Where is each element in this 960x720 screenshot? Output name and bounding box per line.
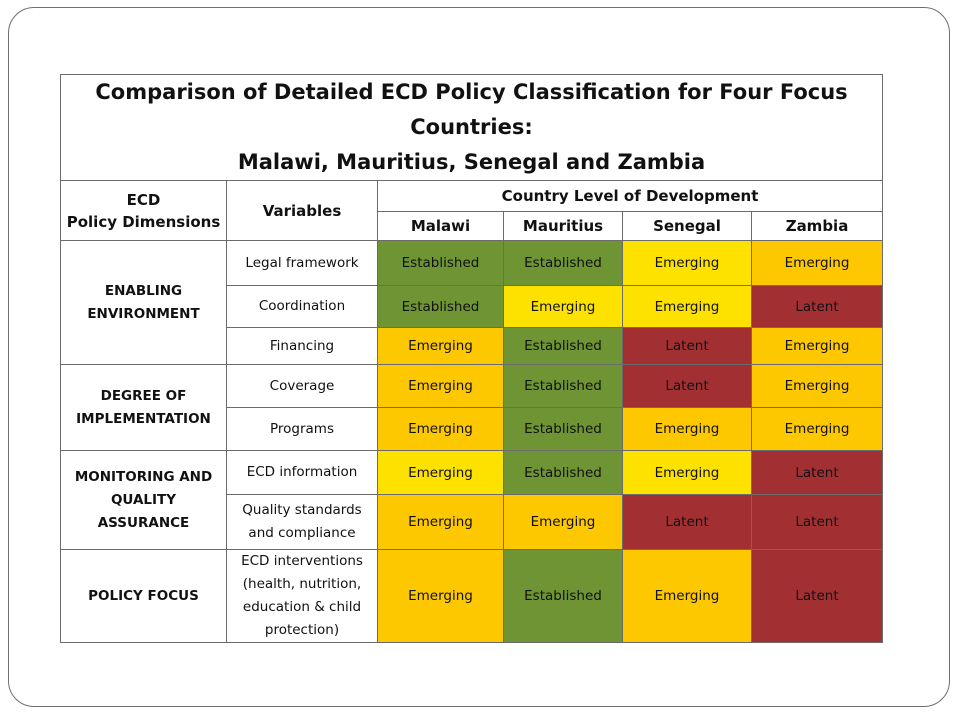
header-dim-line-2: Policy Dimensions <box>66 212 221 231</box>
status-cell: Emerging <box>503 285 623 328</box>
status-cell: Emerging <box>377 494 504 550</box>
status-cell: Emerging <box>503 494 623 550</box>
dimension-line-1: ENABLING <box>104 282 183 299</box>
dimension-line-2: IMPLEMENTATION <box>76 410 211 427</box>
dimension-line-2: QUALITY ASSURANCE <box>97 491 190 531</box>
ecd-policy-table: Comparison of Detailed ECD Policy Classi… <box>59 74 884 643</box>
status-cell: Established <box>503 549 623 643</box>
dimension-monitoring-quality-assurance: MONITORING AND QUALITY ASSURANCE <box>60 450 227 550</box>
header-country-mauritius: Mauritius <box>503 211 623 241</box>
variable-label: ECD information <box>246 464 358 480</box>
dimension-line-1: MONITORING AND <box>74 468 213 485</box>
header-country-zambia: Zambia <box>750 211 884 241</box>
dimension-line-2: ENVIRONMENT <box>87 305 200 322</box>
status-cell: Latent <box>750 450 884 495</box>
status-cell: Emerging <box>622 407 752 451</box>
status-cell: Established <box>503 450 623 495</box>
status-cell: Emerging <box>622 285 752 328</box>
dimension-enabling-environment: ENABLING ENVIRONMENT <box>60 240 227 365</box>
header-dim-line-1: ECD <box>126 190 161 209</box>
status-cell: Established <box>503 364 623 408</box>
status-cell: Emerging <box>750 240 884 286</box>
status-cell: Emerging <box>377 450 504 495</box>
table-title: Comparison of Detailed ECD Policy Classi… <box>59 74 884 181</box>
variable-coordination: Coordination <box>226 285 378 328</box>
status-cell: Established <box>503 327 623 365</box>
status-cell: Emerging <box>622 549 752 643</box>
dimension-line-1: DEGREE OF <box>100 387 187 404</box>
variable-label-line-1: Quality standards <box>242 502 362 518</box>
status-cell: Emerging <box>377 549 504 643</box>
variable-legal-framework: Legal framework <box>226 240 378 286</box>
variable-label-line-3: education & child <box>242 599 362 615</box>
variable-label-line-1: ECD interventions <box>241 553 363 569</box>
status-cell: Emerging <box>750 364 884 408</box>
title-line-2: Malawi, Mauritius, Senegal and Zambia <box>237 150 706 174</box>
status-cell: Latent <box>750 494 884 550</box>
variable-label-line-4: protection) <box>264 622 340 638</box>
variable-ecd-interventions: ECD interventions (health, nutrition, ed… <box>226 549 378 643</box>
header-country-senegal: Senegal <box>622 211 752 241</box>
status-cell: Emerging <box>750 407 884 451</box>
variable-label-line-2: (health, nutrition, <box>242 576 362 592</box>
status-cell: Latent <box>750 285 884 328</box>
header-country-malawi: Malawi <box>377 211 504 241</box>
variable-ecd-information: ECD information <box>226 450 378 495</box>
variable-label-line-2: and compliance <box>248 525 356 541</box>
header-policy-dimensions: ECD Policy Dimensions <box>60 180 227 241</box>
status-cell: Emerging <box>377 407 504 451</box>
status-cell: Latent <box>622 364 752 408</box>
status-cell: Emerging <box>622 450 752 495</box>
variable-programs: Programs <box>226 407 378 451</box>
variable-label: Coverage <box>269 377 335 394</box>
variable-label: Legal framework <box>245 254 359 271</box>
status-cell: Emerging <box>622 240 752 286</box>
variable-label: Financing <box>269 337 335 354</box>
header-country-level: Country Level of Development <box>376 180 884 212</box>
status-cell: Latent <box>622 494 752 550</box>
status-cell: Established <box>377 285 504 328</box>
status-cell: Established <box>503 407 623 451</box>
variable-coverage: Coverage <box>226 364 378 408</box>
status-cell: Established <box>377 240 504 286</box>
status-cell: Latent <box>750 549 884 643</box>
title-line-1: Comparison of Detailed ECD Policy Classi… <box>95 80 848 139</box>
dimension-degree-of-implementation: DEGREE OF IMPLEMENTATION <box>60 364 227 451</box>
status-cell: Emerging <box>750 327 884 365</box>
variable-quality-standards: Quality standards and compliance <box>226 494 378 550</box>
variable-label: Programs <box>270 420 334 437</box>
header-variables: Variables <box>226 180 378 241</box>
dimension-policy-focus: POLICY FOCUS <box>60 549 227 643</box>
status-cell: Established <box>503 240 623 286</box>
variable-financing: Financing <box>226 327 378 365</box>
status-cell: Emerging <box>377 327 504 365</box>
status-cell: Emerging <box>377 364 504 408</box>
status-cell: Latent <box>622 327 752 365</box>
variable-label: Coordination <box>258 298 346 314</box>
